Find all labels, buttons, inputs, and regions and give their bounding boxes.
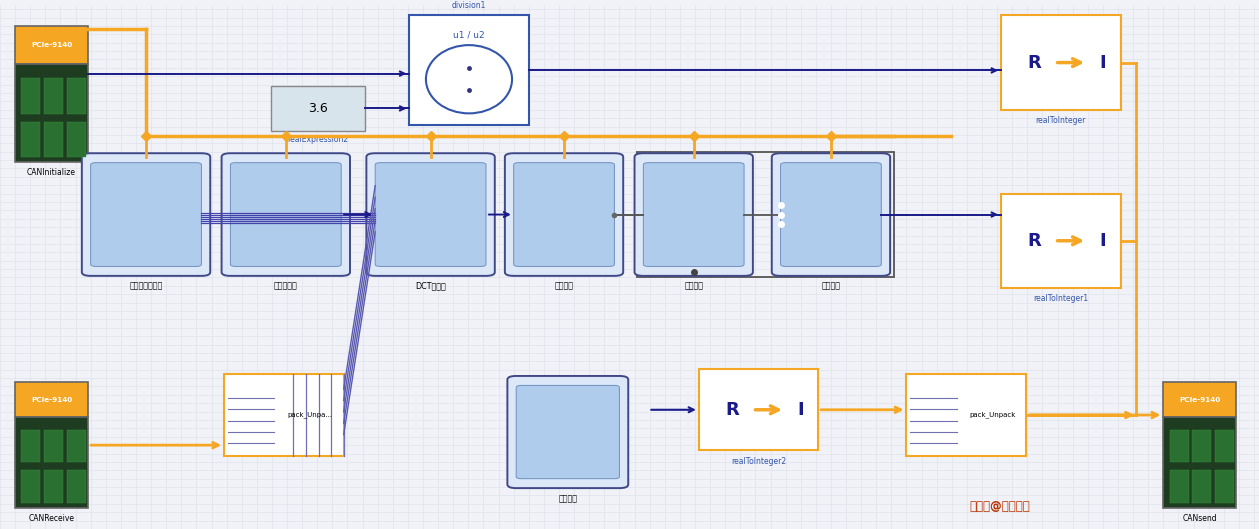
FancyBboxPatch shape	[1170, 430, 1188, 462]
FancyBboxPatch shape	[781, 163, 881, 267]
Text: 搜狐号@同元软控: 搜狐号@同元软控	[969, 500, 1030, 513]
FancyBboxPatch shape	[635, 153, 753, 276]
FancyBboxPatch shape	[224, 375, 344, 455]
FancyBboxPatch shape	[82, 153, 210, 276]
FancyBboxPatch shape	[516, 386, 619, 479]
Text: I: I	[1099, 53, 1105, 71]
Text: 车辆模型: 车辆模型	[684, 281, 704, 290]
Text: 汽油发动机: 汽油发动机	[274, 281, 297, 290]
FancyBboxPatch shape	[44, 78, 63, 114]
Text: realExpression2: realExpression2	[287, 135, 349, 144]
FancyBboxPatch shape	[91, 163, 201, 267]
FancyBboxPatch shape	[44, 122, 63, 157]
FancyBboxPatch shape	[1001, 194, 1121, 288]
FancyBboxPatch shape	[21, 78, 40, 114]
FancyBboxPatch shape	[67, 430, 86, 462]
FancyBboxPatch shape	[772, 153, 890, 276]
FancyBboxPatch shape	[507, 376, 628, 488]
Text: realToInteger2: realToInteger2	[731, 457, 786, 466]
Text: R: R	[725, 401, 739, 419]
FancyBboxPatch shape	[1192, 430, 1211, 462]
Text: PCIe-9140: PCIe-9140	[1180, 397, 1220, 403]
Text: DCT变速器: DCT变速器	[415, 281, 446, 290]
Text: I: I	[797, 401, 803, 419]
Text: 道路模型: 道路模型	[558, 494, 578, 503]
Ellipse shape	[426, 45, 512, 113]
Text: 3.6: 3.6	[308, 102, 327, 115]
Text: u1 / u2: u1 / u2	[453, 31, 485, 40]
FancyBboxPatch shape	[15, 417, 88, 508]
Text: realToInteger: realToInteger	[1035, 116, 1087, 125]
FancyBboxPatch shape	[505, 153, 623, 276]
FancyBboxPatch shape	[67, 470, 86, 503]
Text: pack_Unpa...: pack_Unpa...	[287, 412, 332, 418]
FancyBboxPatch shape	[906, 375, 1026, 455]
FancyBboxPatch shape	[67, 78, 86, 114]
FancyBboxPatch shape	[1170, 470, 1188, 503]
Text: 前驱驱动: 前驱驱动	[554, 281, 574, 290]
FancyBboxPatch shape	[699, 369, 818, 450]
FancyBboxPatch shape	[375, 163, 486, 267]
Text: 百公里加速工况: 百公里加速工况	[130, 281, 162, 290]
FancyBboxPatch shape	[643, 163, 744, 267]
FancyBboxPatch shape	[222, 153, 350, 276]
Text: 制动系统: 制动系统	[821, 281, 841, 290]
FancyBboxPatch shape	[44, 430, 63, 462]
FancyBboxPatch shape	[15, 382, 88, 417]
FancyBboxPatch shape	[1163, 417, 1236, 508]
FancyBboxPatch shape	[1001, 15, 1121, 110]
Text: realToInteger1: realToInteger1	[1034, 294, 1088, 303]
Text: CANInitialize: CANInitialize	[28, 168, 76, 177]
FancyBboxPatch shape	[44, 470, 63, 503]
FancyBboxPatch shape	[1215, 430, 1234, 462]
Text: PCIe-9140: PCIe-9140	[31, 397, 72, 403]
Text: CANsend: CANsend	[1182, 514, 1217, 523]
FancyBboxPatch shape	[1215, 470, 1234, 503]
FancyBboxPatch shape	[67, 122, 86, 157]
FancyBboxPatch shape	[409, 15, 529, 125]
FancyBboxPatch shape	[21, 430, 40, 462]
FancyBboxPatch shape	[230, 163, 341, 267]
FancyBboxPatch shape	[21, 122, 40, 157]
FancyBboxPatch shape	[514, 163, 614, 267]
Text: PCIe-9140: PCIe-9140	[31, 42, 72, 48]
Text: R: R	[1027, 232, 1041, 250]
FancyBboxPatch shape	[21, 470, 40, 503]
Text: R: R	[1027, 53, 1041, 71]
FancyBboxPatch shape	[15, 64, 88, 162]
FancyBboxPatch shape	[1192, 470, 1211, 503]
Text: pack_Unpack: pack_Unpack	[969, 412, 1016, 418]
FancyBboxPatch shape	[15, 26, 88, 64]
Text: division1: division1	[452, 1, 486, 10]
Text: CANReceive: CANReceive	[29, 514, 74, 523]
FancyBboxPatch shape	[366, 153, 495, 276]
FancyBboxPatch shape	[271, 86, 365, 131]
FancyBboxPatch shape	[1163, 382, 1236, 417]
Text: I: I	[1099, 232, 1105, 250]
